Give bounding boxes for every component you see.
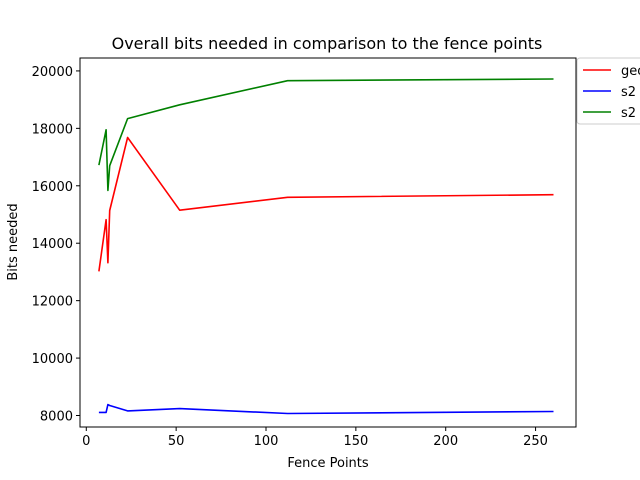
y-tick-label: 14000 (32, 237, 73, 252)
x-tick-label: 150 (343, 434, 368, 449)
legend-label-2: s2 (621, 106, 636, 121)
series-line-2 (98, 78, 554, 192)
x-tick-label: 200 (433, 434, 458, 449)
y-tick-label: 18000 (32, 122, 73, 137)
x-axis-title: Fence Points (287, 456, 369, 471)
legend-label-0: geo (621, 64, 640, 79)
series-line-0 (98, 136, 554, 272)
x-tick-label: 100 (254, 434, 279, 449)
y-tick-label: 8000 (40, 410, 73, 425)
plot-frame (79, 57, 577, 428)
x-tick-label: 250 (523, 434, 548, 449)
y-axis: 8000 10000 12000 14000 16000 18000 20000 (32, 65, 80, 425)
x-tick-label: 50 (168, 434, 185, 449)
series-line-1 (98, 403, 554, 415)
legend-label-1: s2 (621, 85, 636, 100)
series-layer (98, 78, 554, 415)
y-tick-label: 20000 (32, 65, 73, 80)
y-axis-title: Bits needed (6, 203, 21, 280)
y-tick-label: 12000 (32, 295, 73, 310)
x-tick-label: 0 (82, 434, 90, 449)
legend: geo s2 s2 (576, 57, 640, 125)
x-axis: 0 50 100 150 200 250 (82, 427, 548, 449)
y-tick-label: 10000 (32, 352, 73, 367)
y-tick-label: 16000 (32, 180, 73, 195)
chart-title: Overall bits needed in comparison to the… (112, 34, 543, 53)
